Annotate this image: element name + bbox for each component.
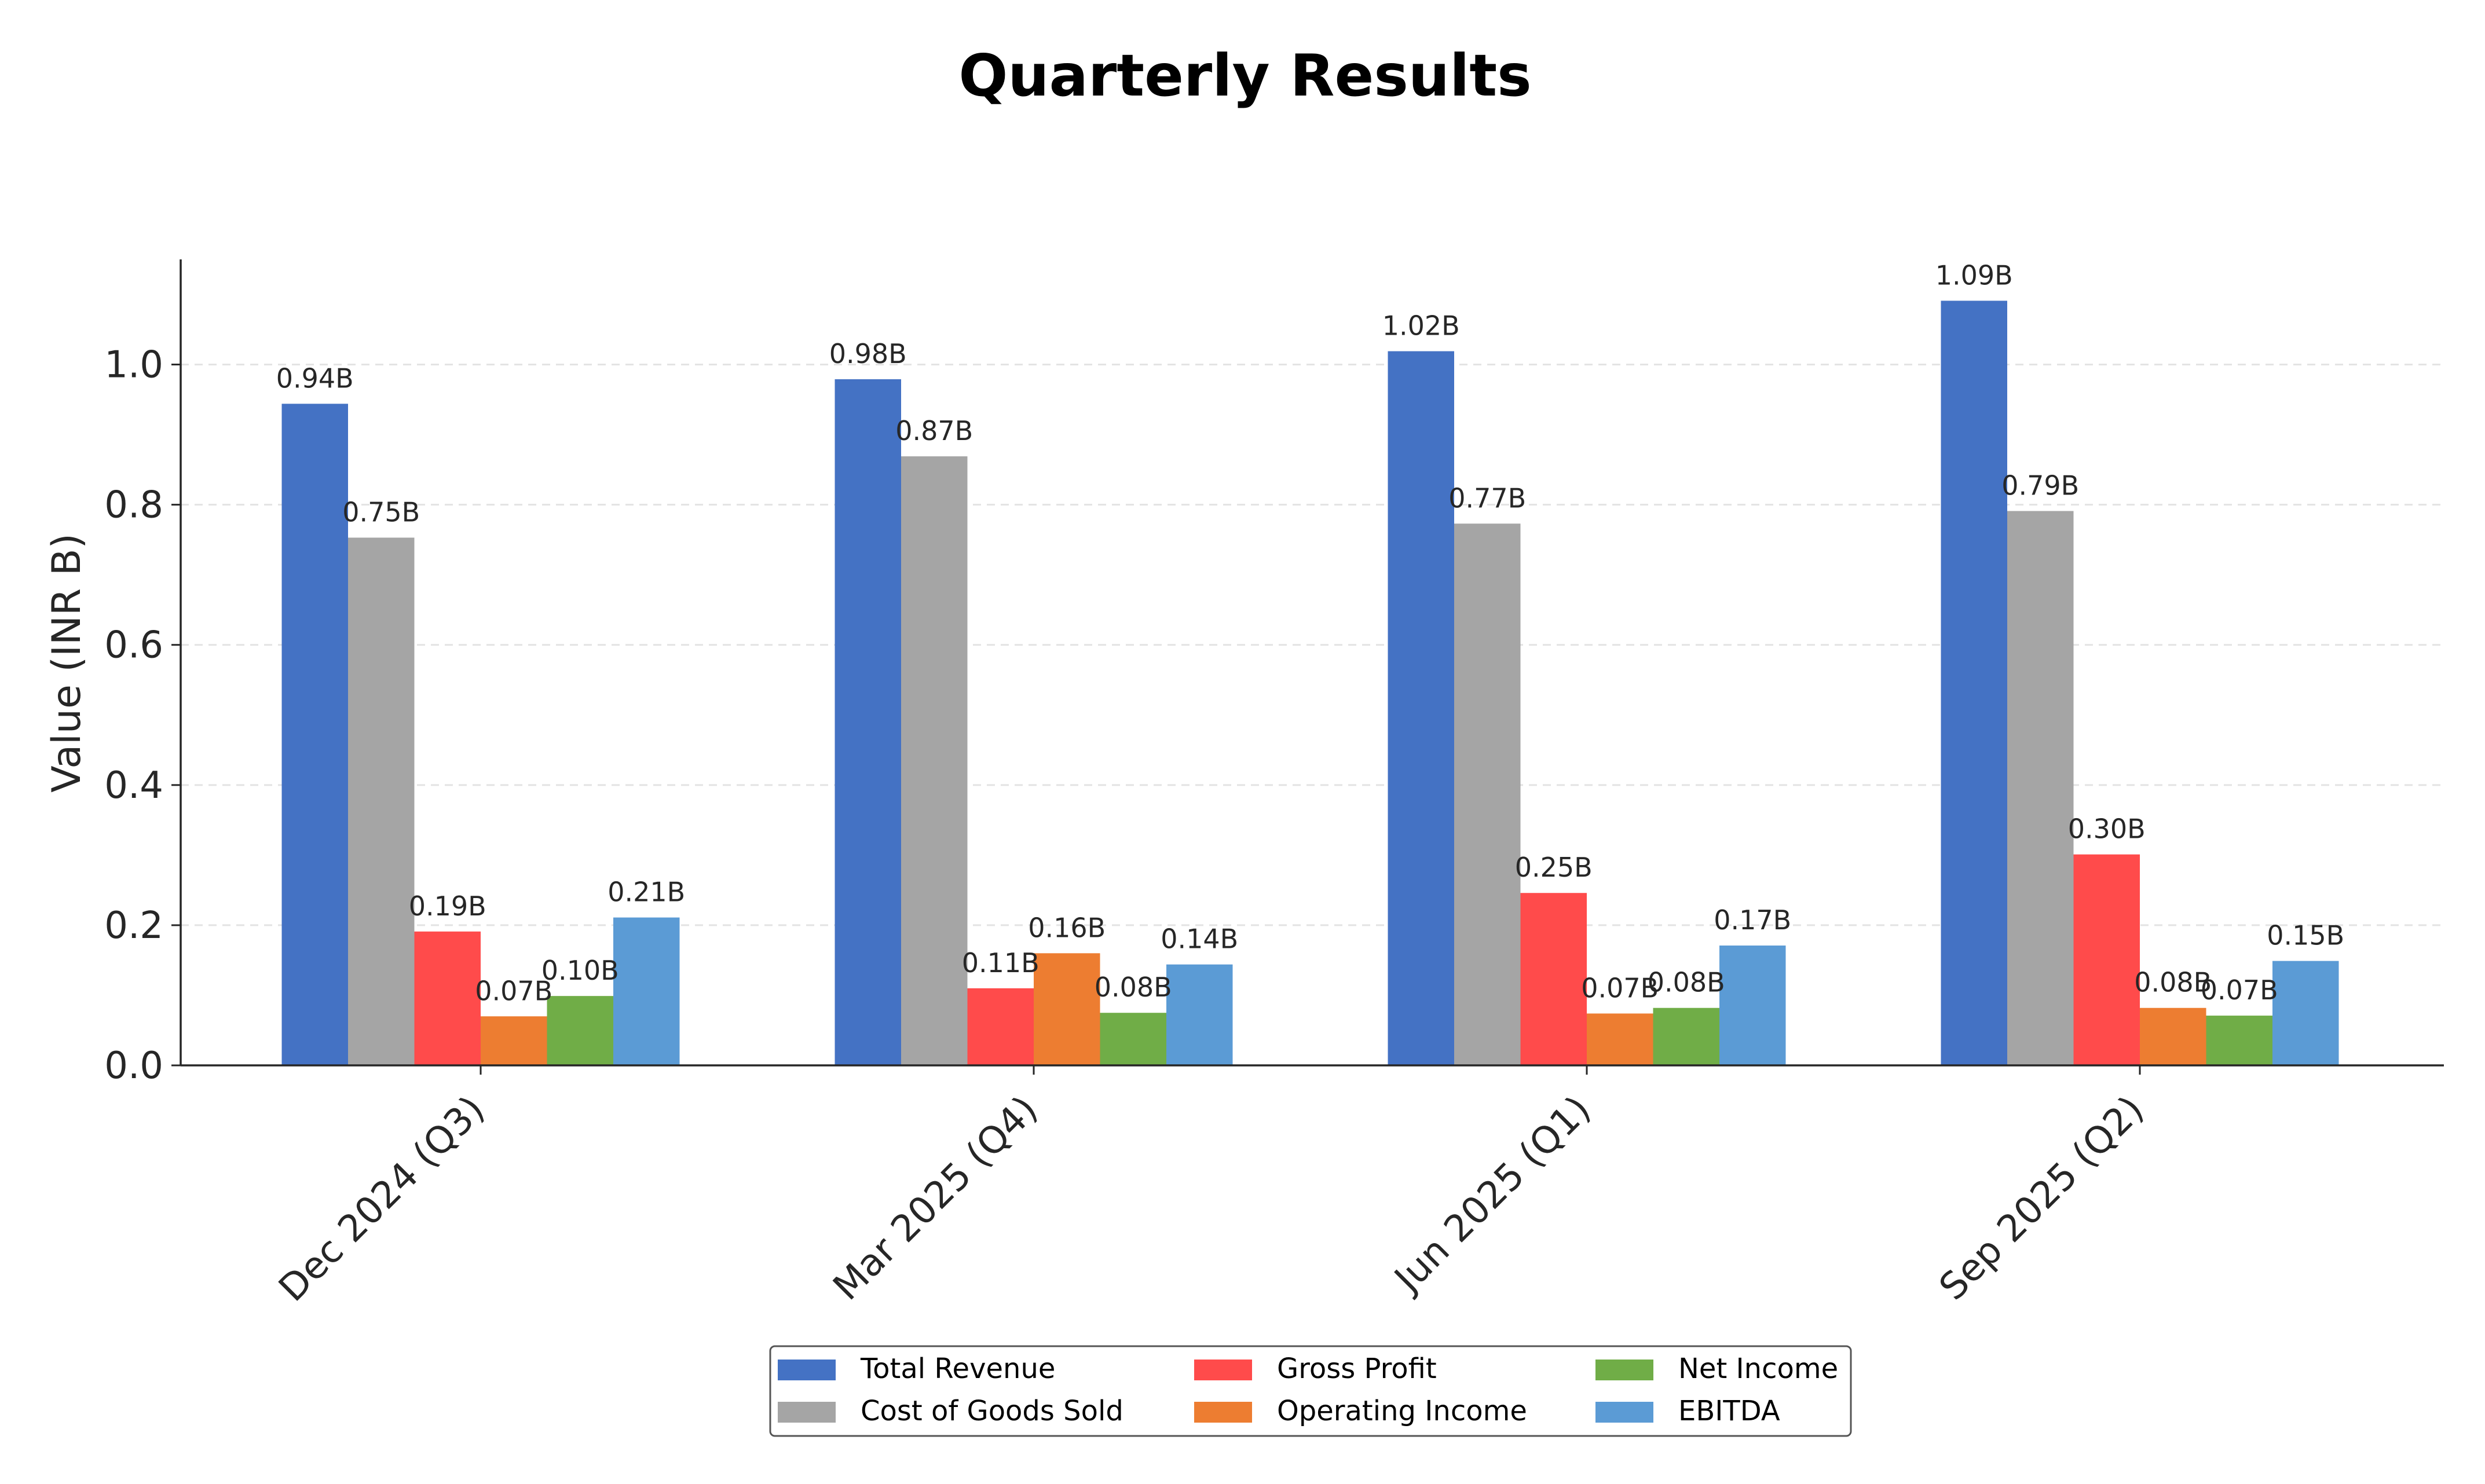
legend-swatch-1: [778, 1402, 836, 1423]
bar-2-3: [2073, 854, 2140, 1065]
data-labels: 0.94B0.75B0.19B0.07B0.10B0.21B0.98B0.87B…: [276, 259, 2344, 1006]
data-label: 0.25B: [1515, 852, 1593, 883]
data-label: 0.30B: [2068, 814, 2146, 845]
y-tick-label: 0.4: [104, 764, 163, 807]
data-label: 0.07B: [475, 975, 552, 1006]
bar-1-3: [2007, 511, 2074, 1065]
data-label: 0.75B: [342, 497, 420, 528]
y-tick-label: 1.0: [104, 344, 163, 387]
chart-title: Quarterly Results: [958, 42, 1531, 109]
legend-swatch-0: [778, 1360, 836, 1380]
bar-0-0: [281, 404, 348, 1065]
legend-swatch-2: [1194, 1360, 1252, 1380]
x-tick-label: Sep 2025 (Q2): [1931, 1088, 2152, 1309]
legend-label: Net Income: [1678, 1353, 1838, 1385]
bar-2-1: [967, 988, 1034, 1065]
data-label: 0.14B: [1161, 924, 1238, 955]
legend-swatch-5: [1595, 1402, 1653, 1423]
bar-3-3: [2140, 1007, 2206, 1065]
bar-2-2: [1520, 893, 1587, 1065]
data-label: 0.98B: [829, 338, 907, 369]
gridlines: [181, 364, 2444, 926]
y-tick-label: 0.0: [104, 1045, 163, 1087]
legend: Total Revenue Cost of Goods Sold Gross Pro…: [769, 1345, 1852, 1437]
data-label: 0.16B: [1028, 912, 1106, 943]
axes: 0.0 0.2 0.4 0.6 0.8 1.0 Dec 2024 (Q3) Mar 2025 …: [104, 259, 2444, 1310]
bar-5-0: [613, 917, 680, 1065]
legend-label: Gross Profit: [1277, 1353, 1437, 1385]
x-tick-label: Dec 2024 (Q3): [271, 1088, 493, 1310]
bar-0-3: [1941, 301, 2007, 1065]
data-label: 0.15B: [2267, 920, 2344, 951]
legend-label: EBITDA: [1678, 1395, 1780, 1427]
bar-1-1: [901, 456, 968, 1065]
y-axis-label: Value (INR B): [44, 533, 90, 793]
bar-3-1: [1034, 953, 1100, 1065]
bars: [281, 301, 2339, 1066]
data-label: 0.77B: [1448, 482, 1526, 514]
data-label: 0.08B: [2134, 967, 2212, 998]
legend-swatch-4: [1595, 1360, 1653, 1380]
bar-4-2: [1653, 1007, 1719, 1065]
data-label: 0.21B: [607, 877, 685, 908]
bar-4-3: [2206, 1016, 2272, 1065]
legend-label: Cost of Goods Sold: [861, 1395, 1123, 1427]
data-label: 0.79B: [2001, 470, 2079, 501]
legend-box: [769, 1345, 1852, 1437]
legend-swatch-3: [1194, 1402, 1252, 1423]
y-tick-label: 0.6: [104, 624, 163, 667]
data-label: 0.07B: [1581, 972, 1659, 1003]
bar-1-0: [348, 537, 415, 1065]
bar-4-1: [1100, 1013, 1166, 1065]
data-label: 0.07B: [2201, 974, 2278, 1006]
y-tick-label: 0.8: [104, 484, 163, 527]
data-label: 0.08B: [1648, 967, 1725, 998]
data-label: 0.11B: [962, 947, 1040, 979]
y-tick-label: 0.2: [104, 904, 163, 947]
x-tick-label: Jun 2025 (Q1): [1385, 1088, 1600, 1302]
data-label: 0.10B: [541, 955, 619, 986]
bar-0-1: [835, 379, 901, 1065]
legend-label: Operating Income: [1277, 1395, 1527, 1427]
bar-4-0: [547, 996, 613, 1065]
bar-5-2: [1719, 946, 1786, 1065]
bar-5-1: [1166, 964, 1233, 1065]
data-label: 0.08B: [1095, 972, 1172, 1003]
data-label: 0.94B: [276, 362, 354, 394]
bar-2-0: [414, 931, 481, 1065]
bar-0-2: [1388, 351, 1454, 1066]
data-label: 0.19B: [409, 891, 486, 922]
bar-5-3: [2272, 961, 2339, 1065]
data-label: 0.87B: [895, 415, 973, 446]
data-label: 0.17B: [1714, 904, 1791, 936]
x-tick-label: Mar 2025 (Q4): [825, 1088, 1046, 1309]
bar-1-2: [1454, 523, 1521, 1065]
legend-label: Total Revenue: [860, 1353, 1055, 1385]
bar-3-0: [481, 1016, 547, 1065]
data-label: 1.09B: [1935, 259, 2013, 291]
data-label: 1.02B: [1382, 310, 1460, 342]
bar-3-2: [1587, 1013, 1653, 1065]
